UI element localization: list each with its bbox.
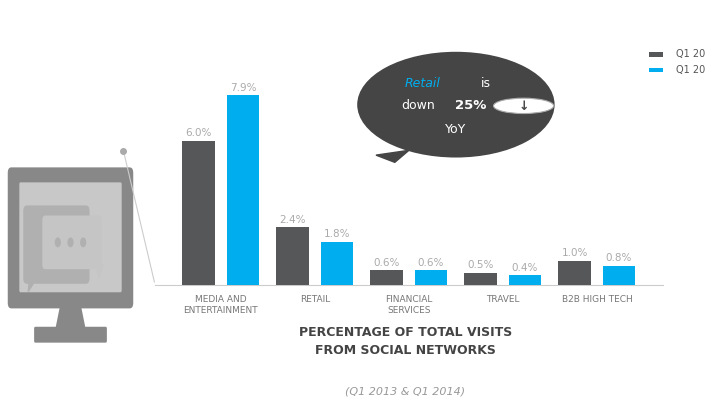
Bar: [415, 271, 448, 285]
Circle shape: [68, 237, 73, 247]
Bar: [276, 227, 309, 285]
Text: 6.0%: 6.0%: [185, 128, 212, 138]
Text: 0.6%: 0.6%: [418, 258, 444, 268]
Text: Retail: Retail: [404, 77, 440, 90]
Circle shape: [80, 237, 86, 247]
Polygon shape: [55, 303, 86, 331]
Text: 0.6%: 0.6%: [374, 258, 400, 268]
Text: 0.4%: 0.4%: [512, 263, 538, 273]
Text: down: down: [401, 99, 435, 112]
Text: 25%: 25%: [455, 99, 486, 112]
Text: Q1 2014: Q1 2014: [676, 65, 705, 75]
Bar: [183, 141, 215, 285]
Circle shape: [55, 237, 61, 247]
Polygon shape: [28, 278, 37, 291]
FancyBboxPatch shape: [23, 206, 90, 284]
Ellipse shape: [357, 52, 555, 158]
FancyBboxPatch shape: [19, 182, 122, 292]
Bar: [508, 275, 541, 285]
Text: is: is: [482, 77, 491, 90]
Text: 1.0%: 1.0%: [562, 248, 588, 258]
Text: 2.4%: 2.4%: [280, 215, 306, 225]
Text: 7.9%: 7.9%: [230, 83, 256, 93]
Text: 0.5%: 0.5%: [467, 260, 494, 271]
Text: 1.8%: 1.8%: [324, 229, 350, 239]
Text: PERCENTAGE OF TOTAL VISITS
FROM SOCIAL NETWORKS: PERCENTAGE OF TOTAL VISITS FROM SOCIAL N…: [299, 326, 512, 357]
FancyBboxPatch shape: [34, 327, 107, 343]
Text: ↓: ↓: [518, 100, 529, 113]
FancyBboxPatch shape: [8, 167, 133, 309]
Polygon shape: [96, 265, 103, 278]
Bar: [603, 266, 635, 285]
Circle shape: [493, 98, 553, 114]
Bar: [465, 273, 497, 285]
Bar: [370, 271, 403, 285]
Text: YoY: YoY: [446, 123, 467, 136]
Bar: [558, 261, 591, 285]
Bar: [226, 95, 259, 285]
Text: Q1 2013: Q1 2013: [676, 50, 705, 59]
Text: (Q1 2013 & Q1 2014): (Q1 2013 & Q1 2014): [345, 387, 465, 397]
FancyBboxPatch shape: [649, 53, 669, 57]
FancyBboxPatch shape: [42, 215, 102, 269]
Text: 0.8%: 0.8%: [606, 253, 632, 263]
Bar: [321, 242, 353, 285]
Polygon shape: [376, 150, 409, 162]
FancyBboxPatch shape: [649, 68, 669, 72]
